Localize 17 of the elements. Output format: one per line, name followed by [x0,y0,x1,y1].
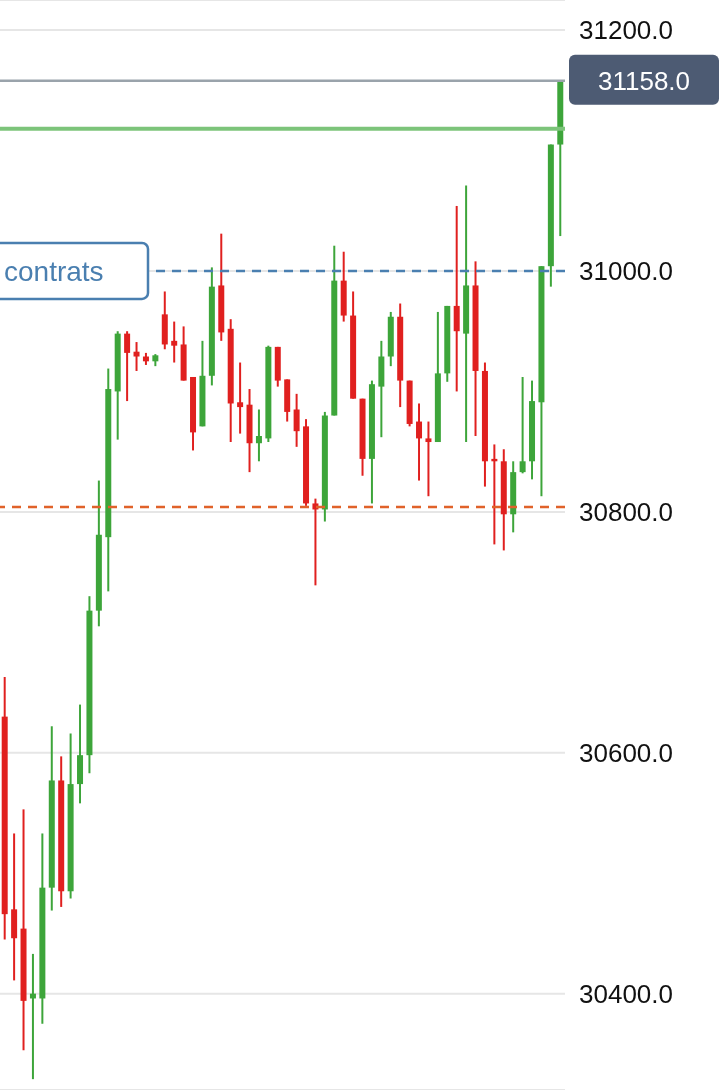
candlestick [255,408,262,463]
candlestick [293,392,300,448]
ref-line-label: 31158.0 [597,65,691,96]
y-tick-label: 30400.0 [579,978,673,1009]
candlestick [124,330,131,403]
candlestick [416,402,423,482]
candlestick [237,361,244,435]
candlestick [453,204,460,393]
candlestick [171,320,178,364]
y-tick-label: 30800.0 [579,497,673,528]
candlestick [133,341,140,372]
ref-line-label: contrats [4,255,104,287]
y-tick-label: 31200.0 [579,15,673,46]
candlestick [425,420,432,498]
y-tick-label: 30600.0 [579,737,673,768]
candlestick [519,375,526,475]
y-tick-label: 31000.0 [579,256,673,287]
